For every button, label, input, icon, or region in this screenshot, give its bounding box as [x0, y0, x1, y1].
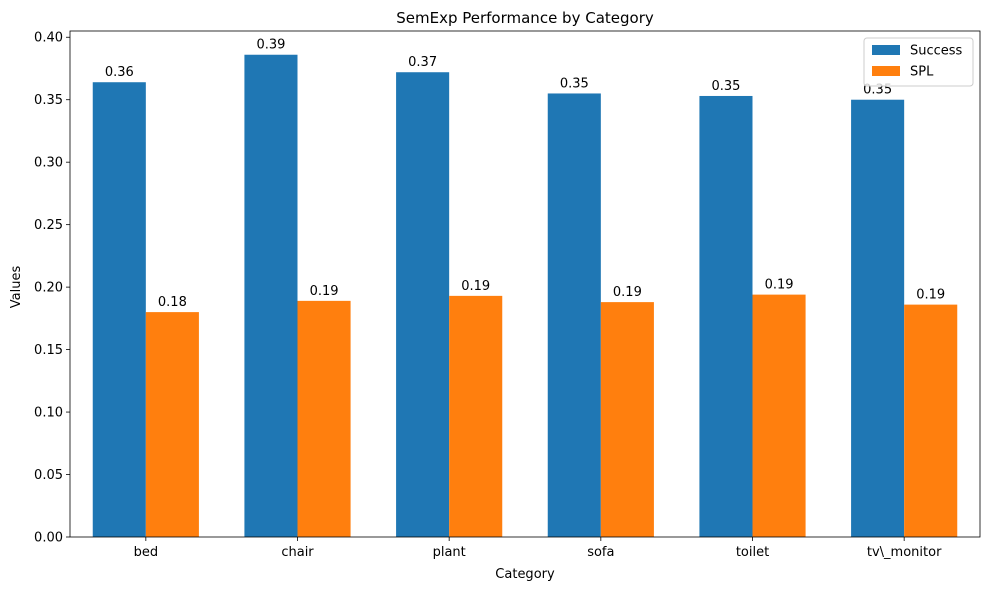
bar-success-2: [396, 72, 450, 538]
legend-label-success: Success: [910, 44, 963, 59]
x-axis-label: Category: [495, 567, 555, 582]
x-tick-label: bed: [134, 545, 159, 560]
y-tick-label: 0.30: [34, 156, 63, 171]
y-tick-label: 0.20: [34, 281, 63, 296]
data-label: 0.19: [310, 284, 339, 299]
y-tick-label: 0.05: [34, 468, 63, 483]
bar-success-3: [547, 93, 601, 537]
bar-spl-5: [904, 304, 958, 537]
bar-spl-3: [600, 302, 654, 537]
data-label: 0.35: [560, 76, 589, 91]
legend: Success SPL: [863, 37, 974, 87]
bar-success-4: [699, 95, 753, 538]
data-label: 0.19: [613, 285, 642, 300]
y-axis-label: Values: [9, 266, 24, 309]
data-label: 0.18: [158, 295, 187, 310]
data-label: 0.35: [711, 79, 740, 94]
chart-title: SemExp Performance by Category: [396, 9, 654, 27]
bar-spl-2: [449, 295, 503, 537]
y-tick-label: 0.25: [34, 218, 63, 233]
data-label: 0.39: [256, 38, 285, 53]
bar-spl-0: [145, 312, 199, 537]
legend-swatch-success: [872, 45, 900, 55]
y-tick-label: 0.40: [34, 31, 63, 46]
bar-success-0: [92, 82, 146, 537]
x-tick-label: plant: [433, 545, 466, 560]
data-label: 0.19: [765, 278, 794, 293]
legend-label-spl: SPL: [910, 65, 934, 80]
y-tick-label: 0.35: [34, 93, 63, 108]
bar-spl-1: [297, 300, 351, 537]
bar-success-5: [851, 99, 905, 537]
bar-spl-4: [752, 294, 806, 537]
plot-area: 0.36 0.39 0.37 0.35 0.35 0.35 0.18 0.19 0.19 0.19…: [34, 30, 981, 560]
plot-frame: [69, 30, 981, 538]
bar-success-1: [244, 54, 298, 537]
x-tick-label: sofa: [587, 545, 614, 560]
y-tick-label: 0.10: [34, 406, 63, 421]
data-label: 0.19: [916, 288, 945, 303]
x-tick-label: tv\_monitor: [867, 545, 942, 560]
data-label: 0.37: [408, 55, 437, 70]
data-label: 0.36: [105, 65, 134, 80]
data-label: 0.19: [461, 279, 490, 294]
y-tick-label: 0.00: [34, 531, 63, 546]
legend-swatch-spl: [872, 66, 900, 76]
x-tick-label: chair: [281, 545, 314, 560]
y-tick-label: 0.15: [34, 343, 63, 358]
x-tick-label: toilet: [736, 545, 769, 560]
